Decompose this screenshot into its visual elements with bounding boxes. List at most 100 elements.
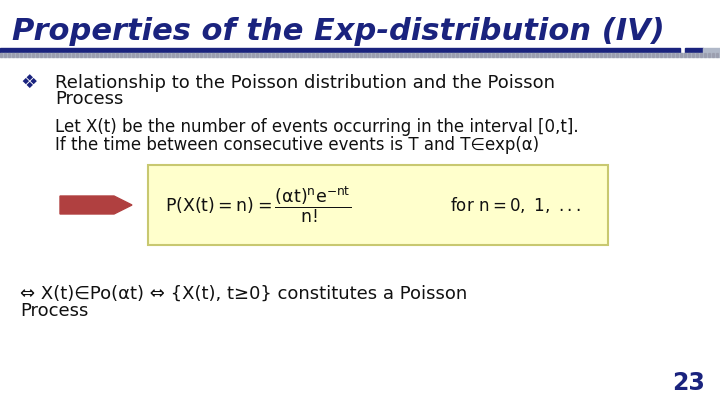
Bar [372,53,374,57]
Bar [316,53,318,57]
Bar [268,53,270,57]
Bar [420,53,422,57]
Bar [680,53,682,57]
Bar [332,53,334,57]
Bar [12,53,14,57]
Bar [160,53,162,57]
Bar [96,53,98,57]
Bar [544,53,546,57]
Bar [172,53,174,57]
Bar [620,53,622,57]
Bar [356,53,358,57]
Bar [404,53,406,57]
Bar [552,53,554,57]
Bar [244,53,246,57]
Bar [628,53,630,57]
Bar [700,53,702,57]
Bar [80,53,82,57]
Bar [624,53,626,57]
Bar [192,53,194,57]
Bar [652,53,654,57]
Bar [4,53,6,57]
Bar [292,53,294,57]
Bar [72,53,74,57]
Bar [328,53,330,57]
Bar [636,53,638,57]
Bar [612,53,614,57]
Bar [416,53,418,57]
Bar [596,53,598,57]
Bar [232,53,234,57]
Bar [100,53,102,57]
Bar [360,53,362,57]
Bar [276,53,278,57]
Bar [204,53,206,57]
Bar [452,53,454,57]
Bar [136,53,138,57]
Bar [88,53,90,57]
Bar [8,53,10,57]
Bar [400,53,402,57]
Text: Properties of the Exp-distribution (IV): Properties of the Exp-distribution (IV) [12,17,665,47]
Bar [436,53,438,57]
Bar [648,53,650,57]
Bar [468,53,470,57]
Bar [640,53,642,57]
Bar [600,53,602,57]
Bar [0,53,720,57]
Bar [672,53,674,57]
Text: Process: Process [55,90,123,108]
Bar [516,53,518,57]
Bar [392,53,394,57]
Bar [644,53,646,57]
Bar [676,53,678,57]
Bar [668,53,670,57]
Bar [20,53,22,57]
Bar [576,53,578,57]
Bar [24,53,26,57]
Bar [692,53,694,57]
Bar [308,53,310,57]
Bar [336,53,338,57]
Bar [592,53,594,57]
Bar [76,53,78,57]
Bar [152,53,154,57]
Bar [144,53,146,57]
Bar [324,53,326,57]
Bar [216,53,218,57]
Bar [604,53,606,57]
Bar [168,53,170,57]
FancyBboxPatch shape [148,165,608,245]
Bar [52,53,54,57]
Text: ⇔ X(t)∈Po(αt) ⇔ {X(t), t≥0} constitutes a Poisson: ⇔ X(t)∈Po(αt) ⇔ {X(t), t≥0} constitutes … [20,285,467,303]
Bar [444,53,446,57]
Text: Relationship to the Poisson distribution and the Poisson: Relationship to the Poisson distribution… [55,74,555,92]
Bar [660,53,662,57]
Bar [548,53,550,57]
Bar [412,53,414,57]
Bar [588,53,590,57]
Bar [632,53,634,57]
Bar [68,53,70,57]
Bar [428,53,430,57]
Bar [36,53,38,57]
Bar [108,53,110,57]
Bar [560,53,562,57]
Bar [208,53,210,57]
Bar [304,53,306,57]
Bar [84,53,86,57]
Bar [472,53,474,57]
Bar [124,53,126,57]
Bar [348,53,350,57]
Bar [176,53,178,57]
Text: ❖: ❖ [20,72,37,92]
Bar [184,53,186,57]
Bar [608,53,610,57]
Bar [352,53,354,57]
Bar [0,53,2,57]
Bar [512,53,514,57]
Bar [424,53,426,57]
Bar [284,53,286,57]
Bar [496,53,498,57]
Bar [384,53,386,57]
